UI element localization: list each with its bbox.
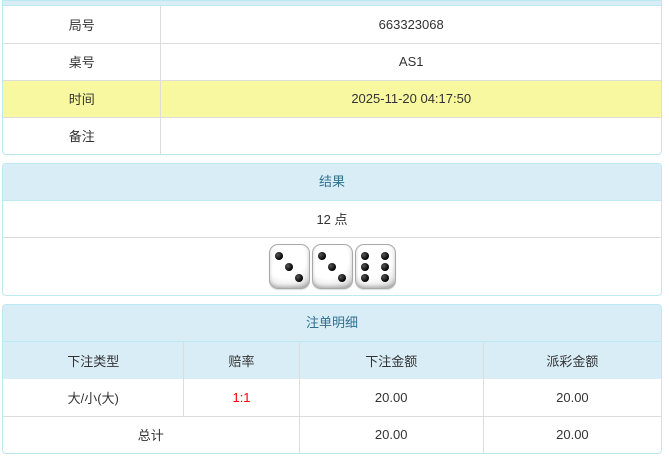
die-pip xyxy=(380,262,389,271)
die-pip xyxy=(338,252,346,260)
info-row: 备注 xyxy=(3,116,661,154)
die-pip xyxy=(318,274,326,282)
info-value-remark xyxy=(160,116,661,154)
die-pip xyxy=(337,273,346,282)
die-pip xyxy=(371,274,379,282)
die-pip xyxy=(294,273,303,282)
die-pip xyxy=(371,252,379,260)
bet-row: 大/小(大) 1:1 20.00 20.00 xyxy=(3,379,661,416)
game-info-panel-heading-cut xyxy=(3,1,661,6)
die-pip xyxy=(380,251,389,260)
die-pip xyxy=(361,251,370,260)
die-pip xyxy=(371,263,379,271)
bet-amount-cell: 20.00 xyxy=(298,379,484,416)
die-pip xyxy=(284,262,293,271)
die-pip xyxy=(285,274,293,282)
total-bet-amount-cell: 20.00 xyxy=(298,415,484,453)
die-pip xyxy=(380,273,389,282)
die-pip xyxy=(338,263,346,271)
col-header-payout-amount: 派彩金额 xyxy=(482,342,661,379)
info-label-round-id: 局号 xyxy=(68,17,95,33)
die-pip xyxy=(295,263,303,271)
bet-payout-cell: 20.00 xyxy=(482,379,661,416)
bet-type-cell: 大/小(大) xyxy=(67,390,119,406)
die-pip xyxy=(275,251,284,260)
die-face-3 xyxy=(311,244,353,289)
info-label-time: 时间 xyxy=(3,79,161,117)
total-row: 总计 20.00 20.00 xyxy=(3,415,661,453)
info-label-remark: 备注 xyxy=(3,116,161,154)
info-label-table-id: 桌号 xyxy=(3,42,161,80)
info-value-round-id: 663323068 xyxy=(160,6,661,43)
die-face-6 xyxy=(354,244,396,289)
die-pip xyxy=(275,263,283,271)
bet-details-panel: 注单明细 下注类型 赔率 下注金额 派彩金额 大/小(大) 1:1 20.00 … xyxy=(2,304,662,454)
info-row: 时间 2025-11-20 04:17:50 xyxy=(3,79,661,117)
die-pip xyxy=(318,263,326,271)
col-header-odds: 赔率 xyxy=(183,342,300,379)
die-pip xyxy=(285,252,293,260)
result-points-text: 12 点 xyxy=(3,201,661,238)
info-value-time: 2025-11-20 04:17:50 xyxy=(160,79,661,117)
bet-odds-cell: 1:1 xyxy=(183,379,300,416)
result-panel-title: 结果 xyxy=(3,164,661,201)
die-pip xyxy=(275,274,283,282)
bet-header-row: 下注类型 赔率 下注金额 派彩金额 xyxy=(3,342,661,379)
die-pip xyxy=(328,252,336,260)
die-pip xyxy=(361,273,370,282)
total-payout-cell: 20.00 xyxy=(482,415,661,453)
die-pip xyxy=(295,252,303,260)
die-pip xyxy=(361,262,370,271)
result-panel: 结果 12 点 xyxy=(2,163,662,296)
dice-container xyxy=(3,238,661,295)
game-info-table: 局号 663323068 桌号 AS1 时间 2025-11-20 04:17:… xyxy=(3,6,661,154)
info-value-table-id: AS1 xyxy=(160,42,661,80)
info-row: 桌号 AS1 xyxy=(3,42,661,80)
bet-details-table: 下注类型 赔率 下注金额 派彩金额 大/小(大) 1:1 20.00 20.00… xyxy=(3,342,661,453)
die-pip xyxy=(318,251,327,260)
bet-details-panel-title: 注单明细 xyxy=(3,305,661,342)
die-pip xyxy=(327,262,336,271)
die-face-3 xyxy=(268,244,310,289)
col-header-bet-type: 下注类型 xyxy=(3,342,184,379)
info-row: 局号 663323068 xyxy=(3,6,661,43)
col-header-bet-amount: 下注金额 xyxy=(298,342,484,379)
die-pip xyxy=(328,274,336,282)
total-label-cell: 总计 xyxy=(3,415,300,453)
game-info-panel: 局号 663323068 桌号 AS1 时间 2025-11-20 04:17:… xyxy=(2,0,662,155)
